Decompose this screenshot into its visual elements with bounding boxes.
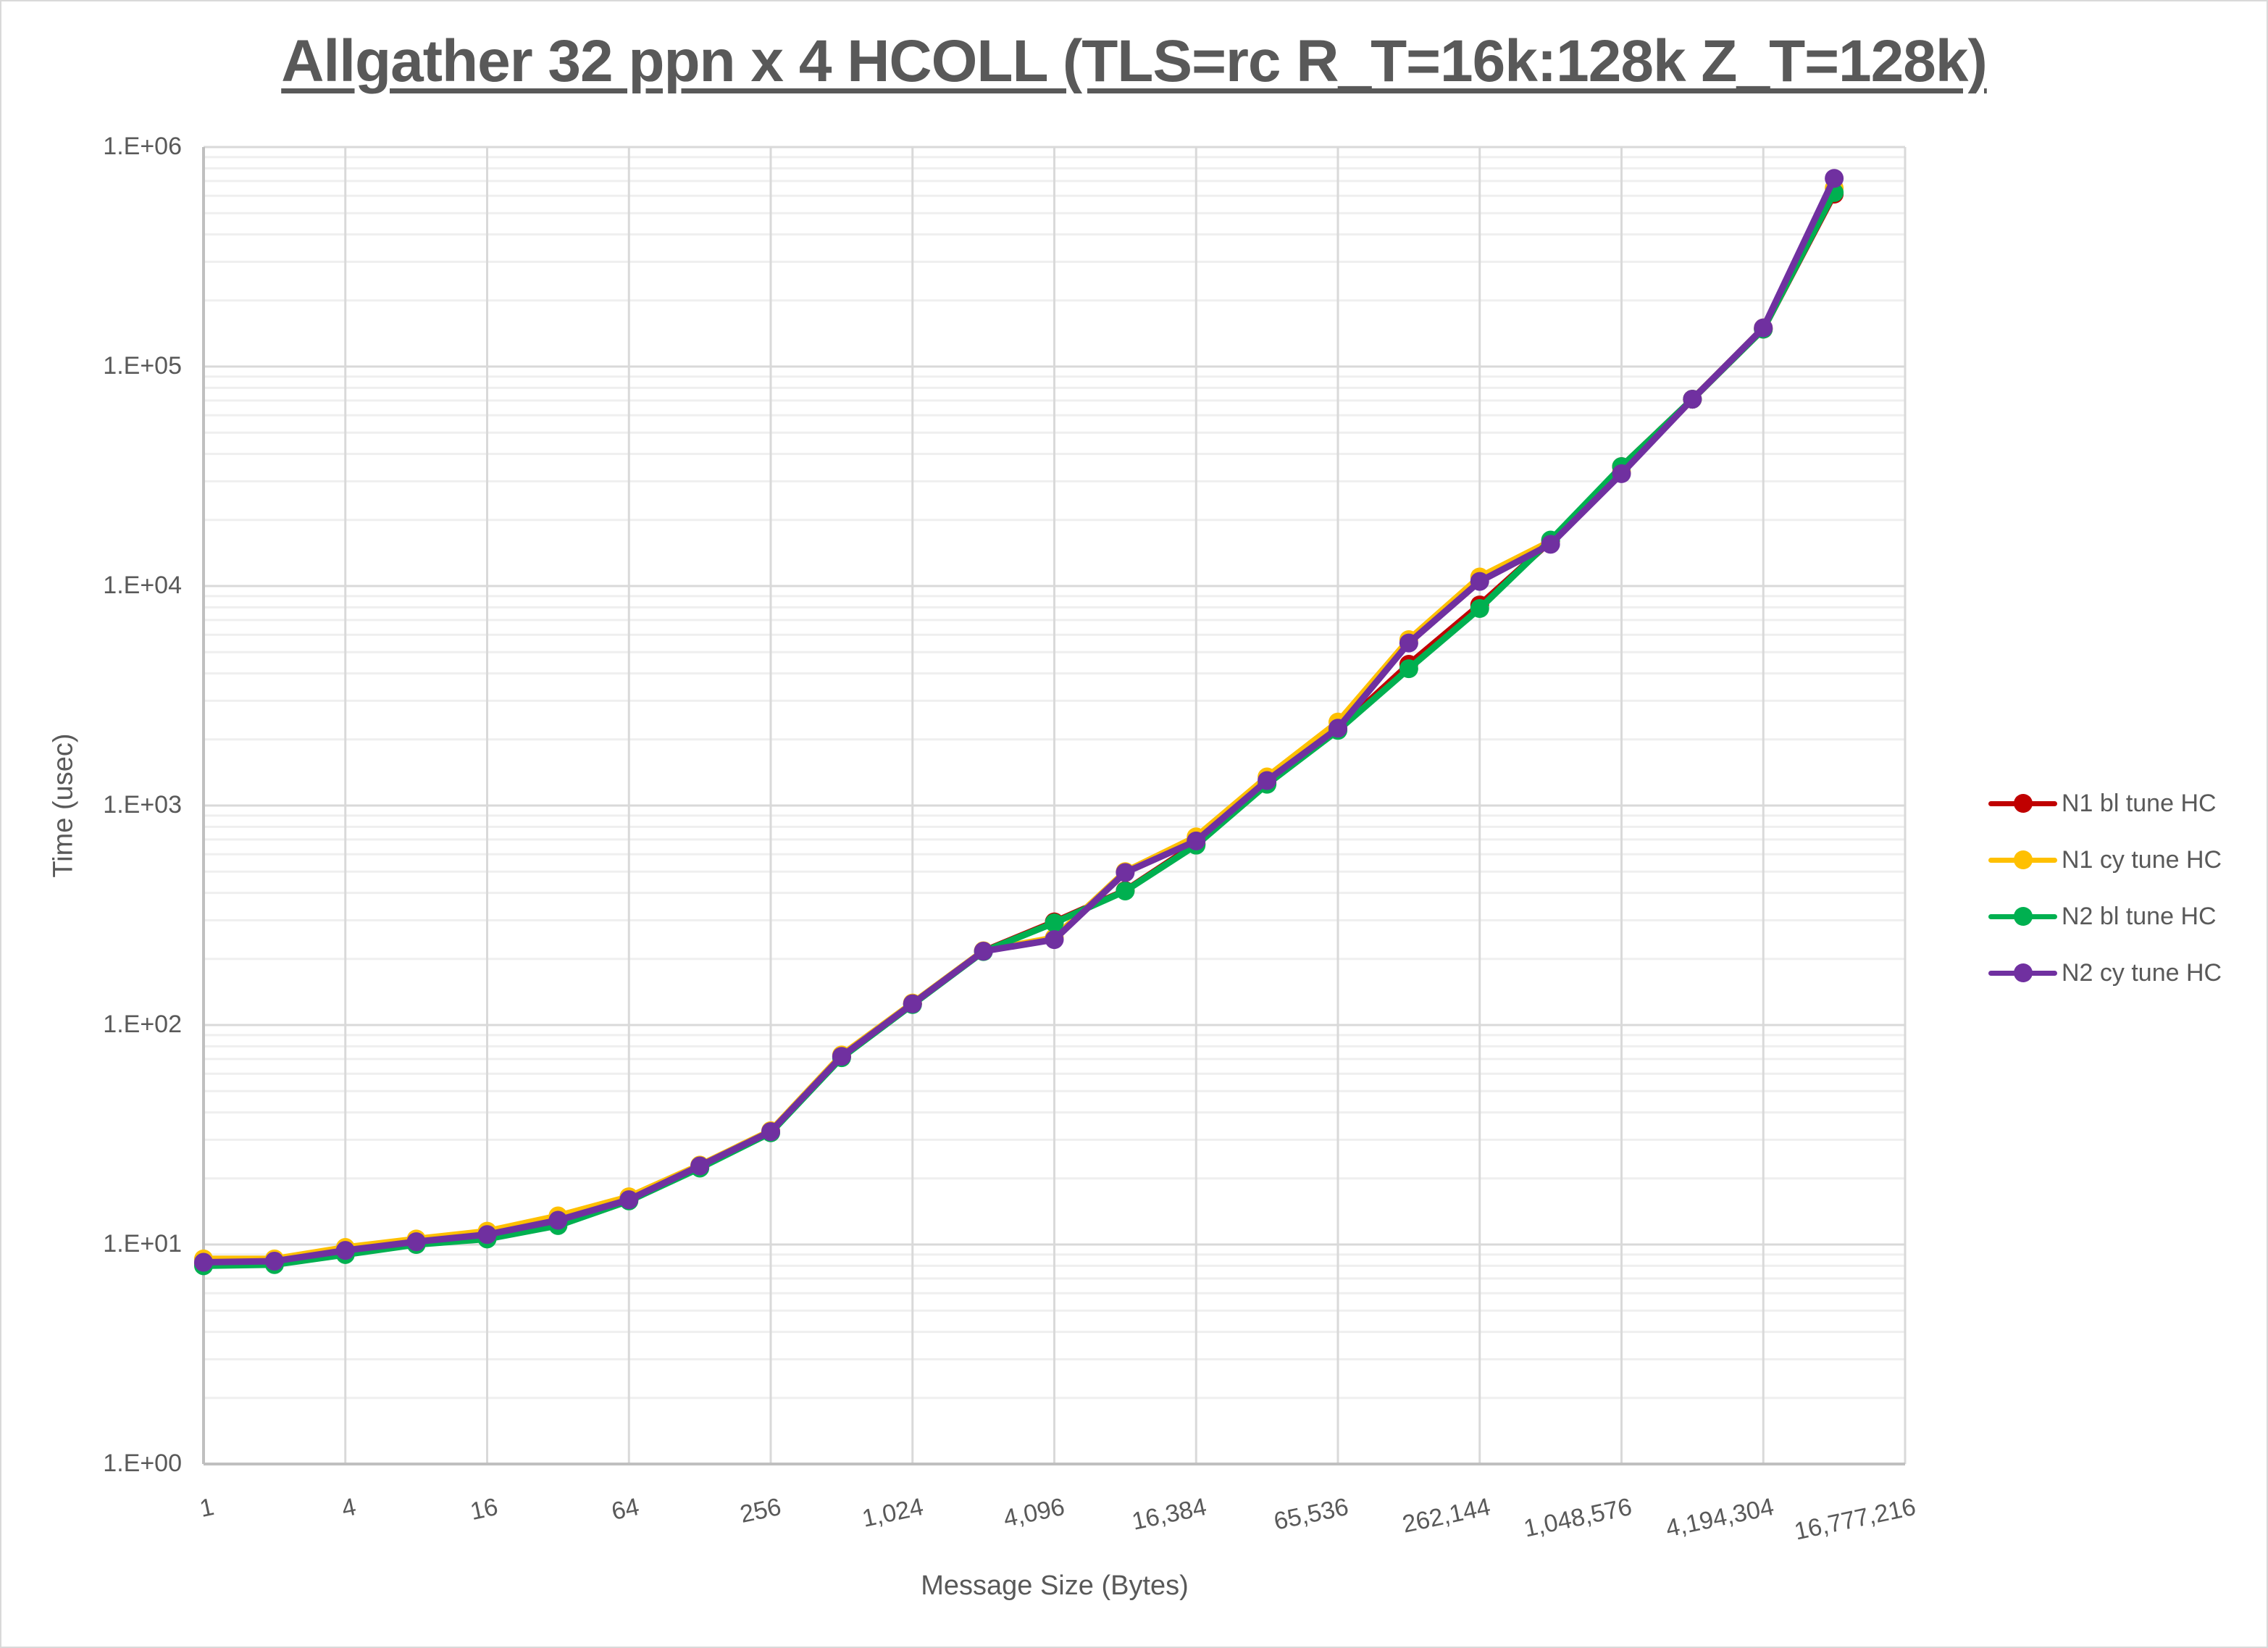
data-point[interactable] [1470,599,1489,619]
y-tick-label: 1.E+00 [103,1450,182,1477]
y-axis-title: Time (usec) [48,733,79,878]
legend-item-n1-bl[interactable]: N1 bl tune HC [1988,775,2222,832]
data-point[interactable] [1825,169,1844,188]
series-line [203,191,1838,1269]
data-point[interactable] [1045,930,1064,950]
data-point[interactable] [974,942,993,961]
data-point[interactable] [903,994,922,1013]
series-line [203,192,1838,1267]
series-line [204,186,1838,1263]
legend-item-n2-cy[interactable]: N2 cy tune HC [1988,945,2222,1001]
legend-marker-icon [1988,958,2057,987]
data-point[interactable] [548,1210,568,1230]
legend-item-n2-bl[interactable]: N2 bl tune HC [1988,888,2222,945]
data-point[interactable] [264,1251,284,1271]
data-point[interactable] [1045,913,1064,932]
data-point[interactable] [1470,572,1489,591]
data-point[interactable] [1541,535,1560,554]
legend-label: N2 cy tune HC [2062,958,2222,987]
legend-label: N1 bl tune HC [2062,789,2217,817]
legend-label: N2 bl tune HC [2062,902,2217,930]
legend-marker-icon [1988,789,2057,818]
data-point[interactable] [1187,831,1206,850]
chart-title: Allgather 32 ppn x 4 HCOLL (TLS=rc R_T=1… [281,28,1988,94]
series-line [203,177,1838,1266]
legend-marker-icon [1988,902,2057,931]
legend-marker-icon [1988,845,2057,874]
y-tick-label: 1.E+03 [103,791,182,819]
data-point[interactable] [406,1232,426,1252]
data-point[interactable] [477,1225,497,1245]
y-tick-label: 1.E+06 [103,133,182,160]
y-tick-label: 1.E+02 [103,1011,182,1038]
data-point[interactable] [1683,390,1702,409]
data-point[interactable] [690,1156,710,1176]
data-point[interactable] [1116,863,1135,882]
x-axis-title: Message Size (Bytes) [921,1570,1189,1601]
data-point[interactable] [194,1252,213,1272]
data-point[interactable] [1612,464,1631,483]
data-point[interactable] [1399,659,1418,679]
data-point[interactable] [832,1047,851,1066]
data-point[interactable] [1754,318,1773,338]
data-point[interactable] [335,1241,355,1260]
data-point[interactable] [1328,719,1347,738]
y-tick-label: 1.E+04 [103,572,182,599]
legend-item-n1-cy[interactable]: N1 cy tune HC [1988,832,2222,888]
data-point[interactable] [619,1190,639,1210]
y-tick-label: 1.E+05 [103,352,182,380]
data-point[interactable] [1258,771,1277,790]
legend: N1 bl tune HC N1 cy tune HC N2 bl tune H… [1988,775,2222,1001]
x-tick-label: 16 [467,1493,501,1526]
data-point[interactable] [1399,633,1418,653]
y-tick-label: 1.E+01 [103,1230,182,1258]
legend-label: N1 cy tune HC [2062,845,2222,874]
data-point[interactable] [1116,881,1135,900]
data-point[interactable] [761,1122,780,1142]
